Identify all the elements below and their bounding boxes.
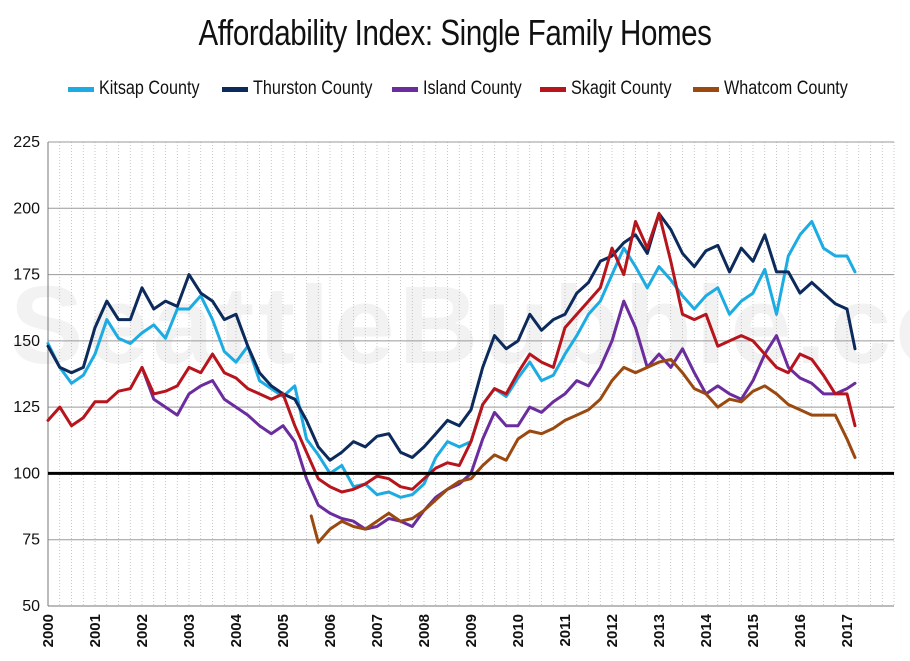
x-tick-label: 2004 — [228, 613, 245, 647]
x-tick-label: 2013 — [651, 614, 668, 647]
legend-swatch-kitsap — [68, 86, 94, 92]
legend-item-island: Island County — [392, 78, 539, 100]
legend-label-skagit: Skagit County — [571, 78, 672, 99]
chart-title: Affordability Index: Single Family Homes — [198, 12, 712, 53]
legend-item-kitsap: Kitsap County — [68, 78, 217, 100]
legend-swatch-skagit — [540, 86, 566, 92]
x-tick-label: 2008 — [416, 614, 433, 647]
x-tick-label: 2014 — [698, 613, 715, 647]
x-tick-label: 2001 — [87, 614, 104, 647]
series-line-skagit-county — [46, 212, 857, 494]
legend-swatch-whatcom — [693, 86, 719, 92]
x-tick-label: 2015 — [745, 614, 762, 647]
x-tick-label: 2017 — [839, 614, 856, 647]
legend-item-whatcom: Whatcom County — [693, 78, 870, 100]
y-tick-label: 50 — [22, 598, 40, 615]
x-tick-label: 2010 — [510, 614, 527, 647]
y-tick-label: 125 — [13, 399, 40, 416]
series-line-thurston-county — [46, 212, 857, 462]
x-tick-label: 2003 — [181, 614, 198, 647]
x-tick-label: 2009 — [463, 614, 480, 647]
legend-item-skagit: Skagit County — [540, 78, 689, 100]
series-line-whatcom-county — [309, 357, 857, 544]
x-tick-label: 2000 — [40, 614, 57, 647]
x-tick-label: 2011 — [557, 614, 574, 647]
y-tick-label: 225 — [13, 134, 40, 151]
legend-label-whatcom: Whatcom County — [724, 78, 848, 99]
y-tick-label: 100 — [13, 465, 40, 482]
legend: Kitsap County Thurston County Island Cou… — [0, 78, 910, 104]
legend-swatch-thurston — [222, 86, 248, 92]
legend-label-thurston: Thurston County — [253, 78, 373, 99]
x-tick-label: 2012 — [604, 614, 621, 647]
x-tick-label: 2002 — [134, 614, 151, 647]
series-line-island-county — [140, 299, 857, 531]
y-tick-label: 75 — [22, 532, 40, 549]
y-tick-label: 200 — [13, 200, 40, 217]
x-tick-label: 2006 — [322, 614, 339, 647]
y-tick-label: 150 — [13, 333, 40, 350]
x-tick-label: 2005 — [275, 614, 292, 647]
legend-swatch-island — [392, 86, 418, 92]
series-line-kitsap-county — [46, 220, 857, 499]
x-tick-label: 2016 — [792, 614, 809, 647]
legend-item-thurston: Thurston County — [222, 78, 393, 100]
legend-label-kitsap: Kitsap County — [99, 78, 200, 99]
x-tick-label: 2007 — [369, 614, 386, 647]
y-tick-label: 175 — [13, 267, 40, 284]
legend-label-island: Island County — [423, 78, 522, 99]
